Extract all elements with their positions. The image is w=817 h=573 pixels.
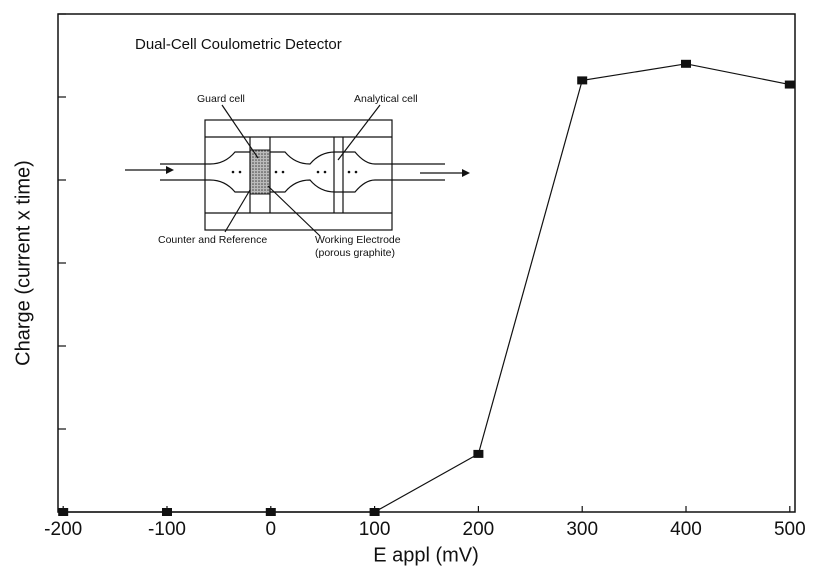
arrow-head	[166, 166, 174, 174]
x-tick-label: 300	[566, 519, 598, 540]
x-tick-label: 200	[463, 519, 495, 540]
x-tick-label: 400	[670, 519, 702, 540]
channel-top	[160, 152, 445, 164]
arrow-head	[462, 169, 470, 177]
data-marker	[58, 508, 68, 516]
data-marker	[577, 76, 587, 84]
data-marker	[266, 508, 276, 516]
chart: E appl (mV) Charge (current x time) Dual…	[0, 0, 817, 573]
inset-diagram: Dual-Cell Coulometric Detector Guard cel…	[125, 36, 470, 259]
plot-frame	[58, 14, 795, 512]
inset-label: Guard cell	[197, 93, 245, 105]
data-marker	[473, 450, 483, 458]
x-axis-title: E appl (mV)	[373, 544, 479, 566]
data-marker	[162, 508, 172, 516]
x-tick-label: 0	[266, 519, 277, 540]
data-line	[63, 64, 790, 512]
leader-line	[222, 105, 258, 158]
inset-label: Working Electrode	[315, 234, 401, 246]
leader-line	[268, 186, 320, 236]
x-tick-label: -100	[148, 519, 186, 540]
data-marker	[681, 60, 691, 68]
inset-label: Analytical cell	[354, 93, 418, 105]
inset-label: Counter and Reference	[158, 234, 267, 246]
x-tick-label: 500	[774, 519, 806, 540]
data-marker	[370, 508, 380, 516]
x-tick-label: 100	[359, 519, 391, 540]
y-axis-title: Charge (current x time)	[12, 160, 34, 366]
x-tick-label: -200	[44, 519, 82, 540]
guard-electrode	[250, 150, 270, 194]
inset-label: (porous graphite)	[315, 247, 395, 259]
channel-bottom	[160, 180, 445, 192]
leader-line	[338, 105, 380, 160]
inset-title: Dual-Cell Coulometric Detector	[135, 36, 342, 53]
data-marker	[785, 81, 795, 89]
leader-line	[225, 190, 250, 232]
